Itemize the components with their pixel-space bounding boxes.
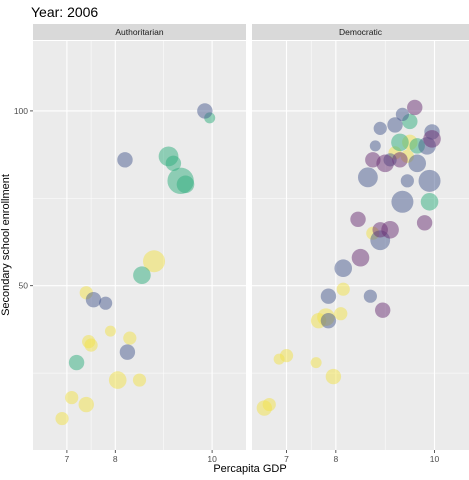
data-point: [68, 354, 85, 371]
data-point: [369, 140, 381, 152]
data-point: [374, 302, 391, 318]
data-point: [262, 397, 276, 412]
data-point: [320, 312, 337, 329]
data-point: [334, 259, 353, 278]
data-point: [123, 331, 137, 345]
data-point: [197, 103, 213, 119]
y-axis-title: Secondary school enrollment: [0, 174, 12, 316]
data-point: [117, 152, 133, 168]
x-tick-label: 10: [207, 454, 217, 464]
data-point: [420, 193, 439, 211]
data-point: [357, 167, 378, 188]
data-point: [395, 107, 410, 122]
data-point: [84, 338, 98, 352]
data-point: [325, 368, 342, 385]
data-point: [363, 289, 377, 303]
x-axis-ticks-democratic: 7 8 10: [284, 450, 439, 464]
panel-authoritarian: [33, 41, 246, 450]
data-point: [407, 99, 423, 116]
gridlines-authoritarian: [33, 41, 246, 450]
data-point: [65, 390, 79, 405]
x-tick-label: 8: [113, 454, 118, 464]
data-point: [119, 344, 136, 360]
data-point: [392, 152, 408, 168]
data-point: [387, 117, 403, 133]
chart-title: Year: 2006: [31, 4, 98, 20]
data-point: [55, 411, 69, 426]
data-point: [408, 154, 427, 173]
data-point: [279, 349, 294, 363]
data-point: [108, 371, 127, 389]
x-tick-label: 10: [430, 454, 440, 464]
data-point: [350, 211, 366, 227]
data-point: [351, 248, 370, 267]
x-axis-ticks-authoritarian: 7 8 10: [65, 450, 217, 464]
y-tick-label: 50: [19, 281, 29, 291]
y-axis-ticks: 50 100: [14, 106, 33, 291]
data-point: [320, 288, 337, 304]
data-point: [336, 282, 350, 296]
data-point: [99, 296, 113, 310]
points-authoritarian: [55, 103, 216, 426]
panel-democratic: [252, 41, 469, 450]
data-point: [381, 220, 399, 239]
x-tick-label: 7: [284, 454, 289, 464]
facet-label-authoritarian: Authoritarian: [115, 27, 163, 37]
data-point: [176, 175, 195, 194]
points-democratic: [256, 99, 441, 416]
x-tick-label: 8: [333, 454, 338, 464]
data-point: [104, 325, 116, 337]
data-point: [416, 215, 433, 231]
data-point: [334, 307, 348, 321]
data-point: [132, 373, 147, 387]
data-point: [418, 169, 441, 192]
facet-strip-democratic: [252, 24, 469, 40]
data-point: [391, 190, 414, 213]
data-point: [133, 266, 151, 285]
facet-strip-authoritarian: [33, 24, 246, 40]
data-point: [423, 130, 441, 148]
data-point: [376, 154, 394, 173]
data-point: [165, 155, 182, 172]
x-axis-title: Percapita GDP: [213, 463, 286, 475]
x-tick-label: 7: [65, 454, 70, 464]
y-tick-label: 100: [14, 106, 28, 116]
data-point: [310, 357, 322, 369]
data-point: [143, 250, 166, 273]
facet-label-democratic: Democratic: [339, 27, 383, 37]
data-point: [391, 133, 409, 152]
data-point: [85, 291, 102, 308]
data-point: [400, 174, 414, 188]
data-point: [373, 121, 387, 135]
data-point: [78, 396, 94, 413]
